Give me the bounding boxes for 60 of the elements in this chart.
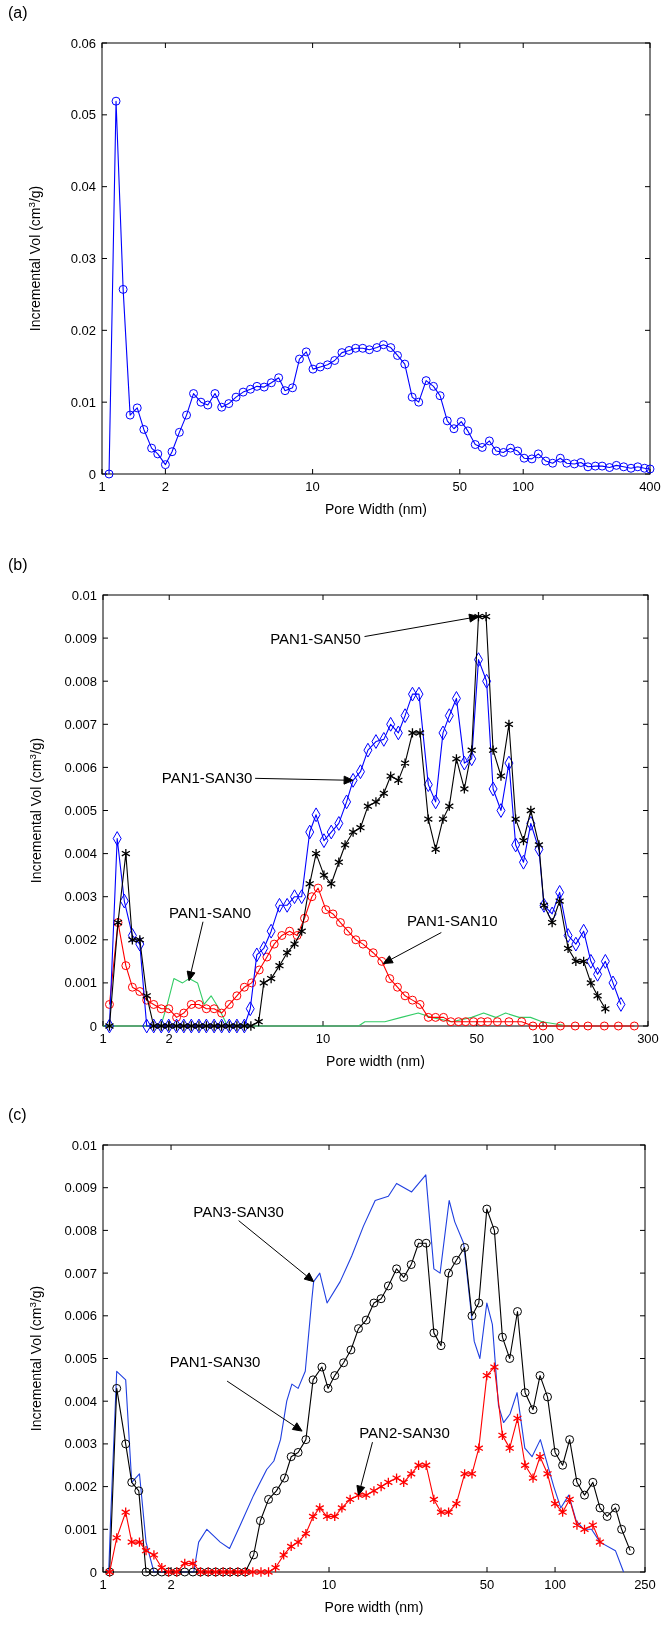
annotation: PAN1-SAN30 [161,768,253,786]
y-tick-label: 0.005 [64,803,97,819]
x-tick-label: 10 [315,1031,331,1046]
y-tick-label: 0.007 [64,1265,97,1281]
annotation: PAN1-SAN30 [169,1353,261,1371]
y-tick-label: 0.009 [64,630,97,646]
y-tick-label: 0.05 [70,107,96,123]
y-tick-label: 0.01 [71,587,97,603]
y-tick-label: 0.001 [64,975,97,991]
x-tick-label: 100 [544,1577,566,1592]
x-tick-label: 1 [99,1577,107,1592]
x-tick-label: 250 [634,1577,656,1592]
annotation: PAN1-SAN10 [407,911,498,929]
annotation: PAN1-SAN50 [270,629,361,647]
y-tick-label: 0.006 [64,1308,97,1324]
x-axis-title: Pore width (nm) [326,1053,425,1069]
annotation: PAN1-SAN0 [168,903,252,921]
y-tick-label: 0.04 [70,179,96,195]
chart-title: (a) [8,4,28,21]
y-tick-label: 0 [88,466,96,482]
y-tick-label: 0.009 [64,1180,97,1196]
x-tick-label: 100 [512,479,535,494]
x-tick-label: 2 [167,1577,175,1592]
y-tick-label: 0.002 [64,932,97,948]
x-tick-label: 400 [639,479,661,494]
y-tick-label: 0.006 [64,759,97,775]
y-tick-label: 0.02 [70,322,96,338]
y-tick-label: 0.001 [64,1521,97,1537]
x-axis-title: Pore Width (nm) [325,501,427,517]
y-tick-label: 0.06 [70,35,96,51]
chart-title: (b) [8,556,28,573]
x-tick-label: 100 [532,1031,554,1046]
x-tick-label: 10 [305,479,320,494]
x-tick-label: 1 [98,479,106,494]
x-tick-label: 2 [165,1031,173,1046]
x-tick-label: 50 [469,1031,485,1046]
y-tick-label: 0.007 [64,716,97,732]
y-tick-label: 0.008 [64,673,97,689]
x-axis-title: Pore width (nm) [324,1599,424,1615]
annotation: PAN3-SAN30 [193,1202,284,1220]
y-tick-label: 0.003 [64,1436,97,1452]
y-tick-label: 0 [89,1564,97,1580]
x-tick-label: 50 [452,479,468,494]
y-tick-label: 0.01 [70,394,96,410]
y-tick-label: 0.004 [64,846,97,862]
y-tick-label: 0.01 [71,1137,97,1153]
x-tick-label: 2 [161,479,170,494]
y-tick-label: 0.03 [70,251,96,267]
y-tick-label: 0.008 [64,1222,97,1238]
annotation: PAN2-SAN30 [359,1424,450,1442]
x-tick-label: 10 [321,1577,337,1592]
y-tick-label: 0 [89,1018,97,1034]
x-tick-label: 50 [479,1577,495,1592]
y-tick-label: 0.004 [64,1393,97,1409]
y-tick-label: 0.002 [64,1479,97,1495]
chart-title: (c) [8,1106,27,1123]
x-tick-label: 300 [637,1031,659,1046]
y-tick-label: 0.003 [64,889,97,905]
x-tick-label: 1 [99,1031,107,1046]
y-tick-label: 0.005 [64,1351,97,1367]
